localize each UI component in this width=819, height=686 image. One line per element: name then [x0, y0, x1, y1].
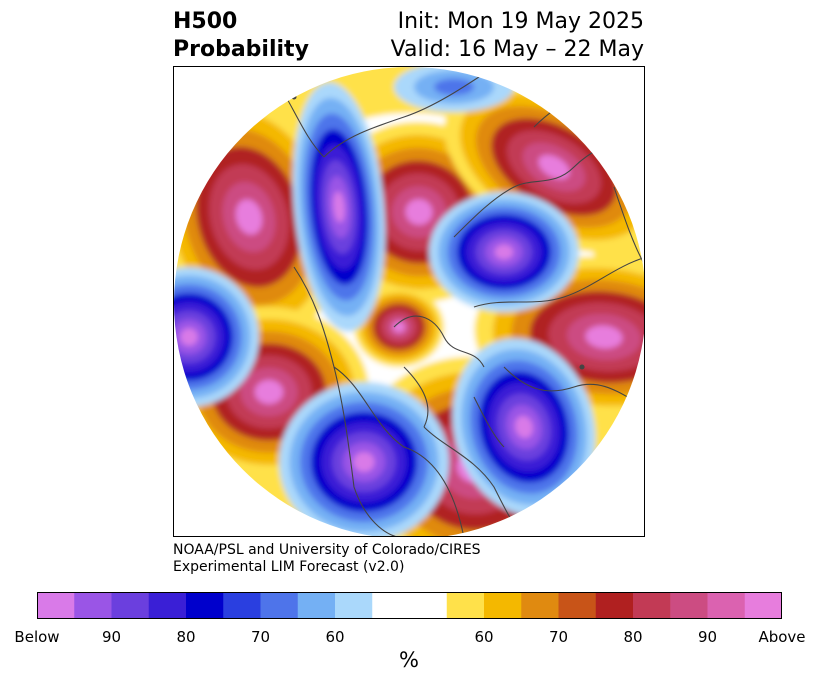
above-normal-anomaly [254, 379, 284, 405]
island-marker [579, 364, 585, 370]
colorbar-tick-label: Above [758, 628, 806, 646]
credit-line-1: NOAA/PSL and University of Colorado/CIRE… [173, 542, 481, 558]
colorbar-swatch [446, 592, 485, 619]
colorbar-swatch [372, 592, 410, 619]
colorbar-tick-label: 70 [548, 628, 569, 646]
colorbar-swatch [335, 592, 373, 619]
colorbar-swatch [260, 592, 299, 619]
colorbar-tick-label: 80 [623, 628, 643, 646]
valid-range: Valid: 16 May – 22 May [390, 37, 644, 62]
probability-map [174, 67, 644, 536]
colorbar-swatch [595, 592, 634, 619]
below-normal-anomaly [494, 244, 514, 260]
colorbar-tick-label: 70 [250, 628, 271, 646]
colorbar-tick-label: Below [14, 628, 60, 646]
island-marker [196, 149, 202, 155]
init-date: Init: Mon 19 May 2025 [397, 9, 644, 34]
island-marker [291, 94, 297, 100]
credit-text: NOAA/PSL and University of Colorado/CIRE… [173, 542, 481, 576]
colorbar-border [37, 592, 782, 619]
colorbar-swatch [74, 592, 112, 619]
colorbar-unit: % [399, 648, 419, 672]
title-variable: H500 [173, 9, 238, 34]
colorbar-tick-label: 60 [325, 628, 345, 646]
colorbar-swatch [707, 592, 746, 619]
coastline [333, 366, 465, 536]
above-normal-anomaly [235, 199, 263, 235]
credit-line-2: Experimental LIM Forecast (v2.0) [173, 559, 405, 575]
colorbar-swatch [670, 592, 708, 619]
colorbar-swatch [409, 592, 448, 619]
coastline [473, 396, 505, 448]
island-marker [231, 104, 237, 110]
coastline [473, 256, 644, 308]
coastline [293, 266, 405, 536]
coastline [323, 67, 495, 158]
colorbar-swatch [111, 592, 150, 619]
above-normal-anomaly [585, 325, 623, 349]
colorbar-swatch [37, 592, 75, 619]
colorbar-swatch [484, 592, 522, 619]
colorbar-swatch [297, 592, 336, 619]
above-normal-anomaly [538, 154, 570, 180]
above-normal-anomaly [405, 199, 433, 225]
colorbar-tick-label: 90 [697, 628, 718, 646]
coastline [403, 366, 429, 428]
island-marker [201, 99, 207, 105]
map-panel [173, 66, 645, 537]
colorbar-swatch [148, 592, 187, 619]
below-normal-anomaly [333, 191, 345, 223]
colorbar-swatch [633, 592, 671, 619]
colorbar-tick-label: 60 [474, 628, 494, 646]
below-normal-anomaly [353, 452, 375, 472]
colorbar-swatch [744, 592, 782, 619]
colorbar [37, 592, 782, 619]
colorbar-swatch [186, 592, 224, 619]
below-normal-anomaly [180, 328, 198, 346]
colorbar-swatch [558, 592, 597, 619]
colorbar-swatch [521, 592, 559, 619]
title-left: H500 Probability [173, 8, 309, 64]
title-probability: Probability [173, 37, 309, 62]
above-normal-anomaly [392, 321, 406, 333]
below-normal-anomaly [515, 415, 533, 439]
colorbar-swatch [223, 592, 261, 619]
title-right: Init: Mon 19 May 2025 Valid: 16 May – 22… [391, 8, 644, 64]
colorbar-tick-label: 80 [176, 628, 196, 646]
below-normal-anomaly [434, 78, 474, 96]
colorbar-tick-label: 90 [101, 628, 122, 646]
coastline [503, 366, 644, 408]
coastline [393, 315, 485, 368]
